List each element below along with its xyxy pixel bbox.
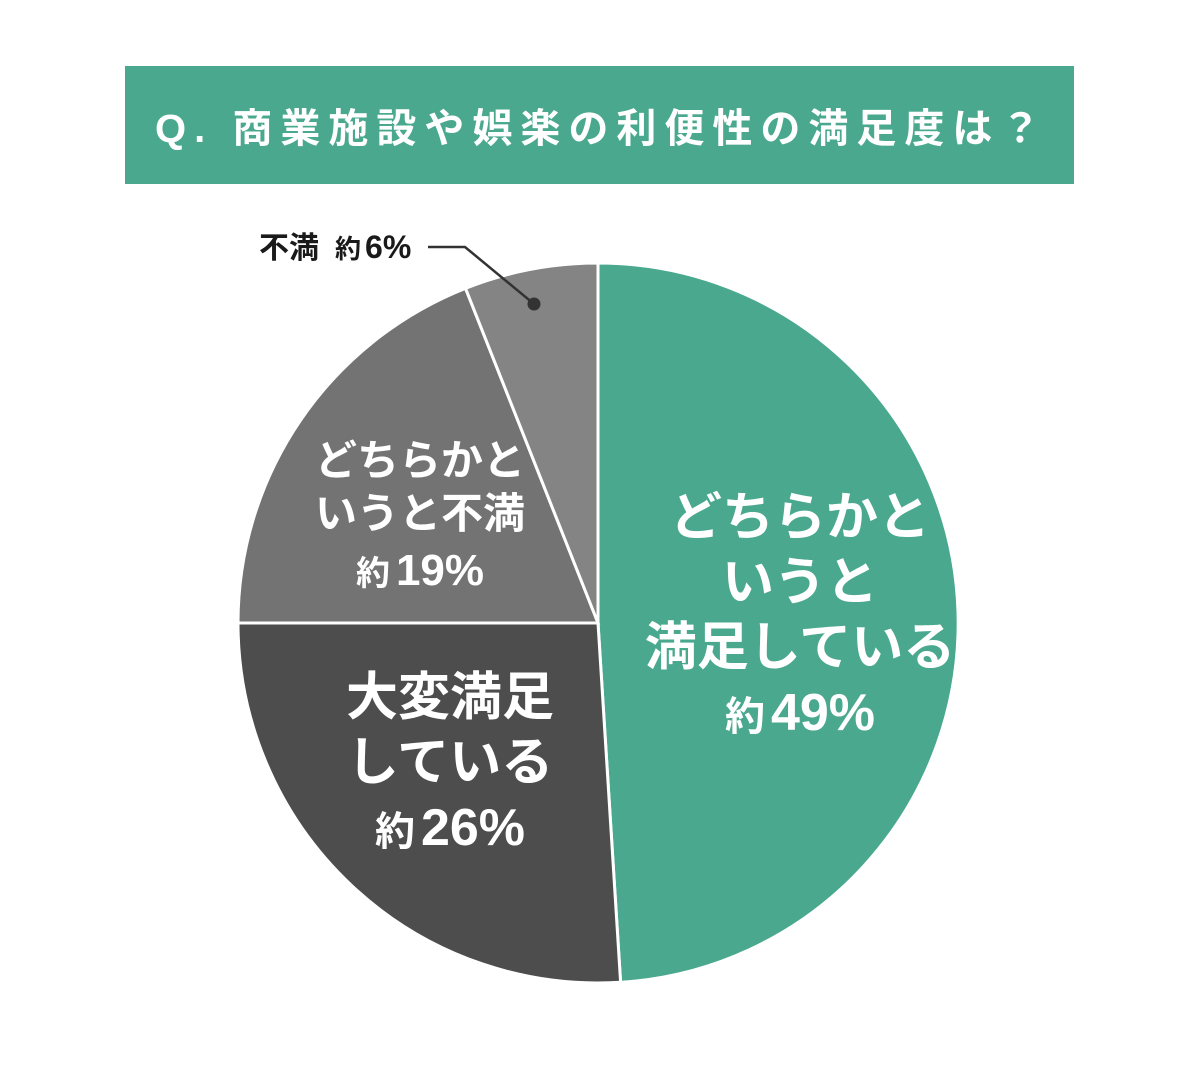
svg-text:どちらかと: どちらかと: [670, 489, 930, 547]
svg-text:いうと不満: いうと不満: [315, 490, 525, 537]
svg-text:どちらかと: どちらかと: [315, 437, 525, 484]
svg-text:満足している: 満足している: [645, 619, 955, 677]
svg-text:いうと: いうと: [722, 554, 878, 612]
svg-text:大変満足: 大変満足: [346, 669, 554, 727]
svg-text:している: している: [347, 734, 553, 792]
svg-text:不満: 不満: [259, 232, 319, 265]
svg-text:約6%: 約 6%: [335, 229, 411, 265]
